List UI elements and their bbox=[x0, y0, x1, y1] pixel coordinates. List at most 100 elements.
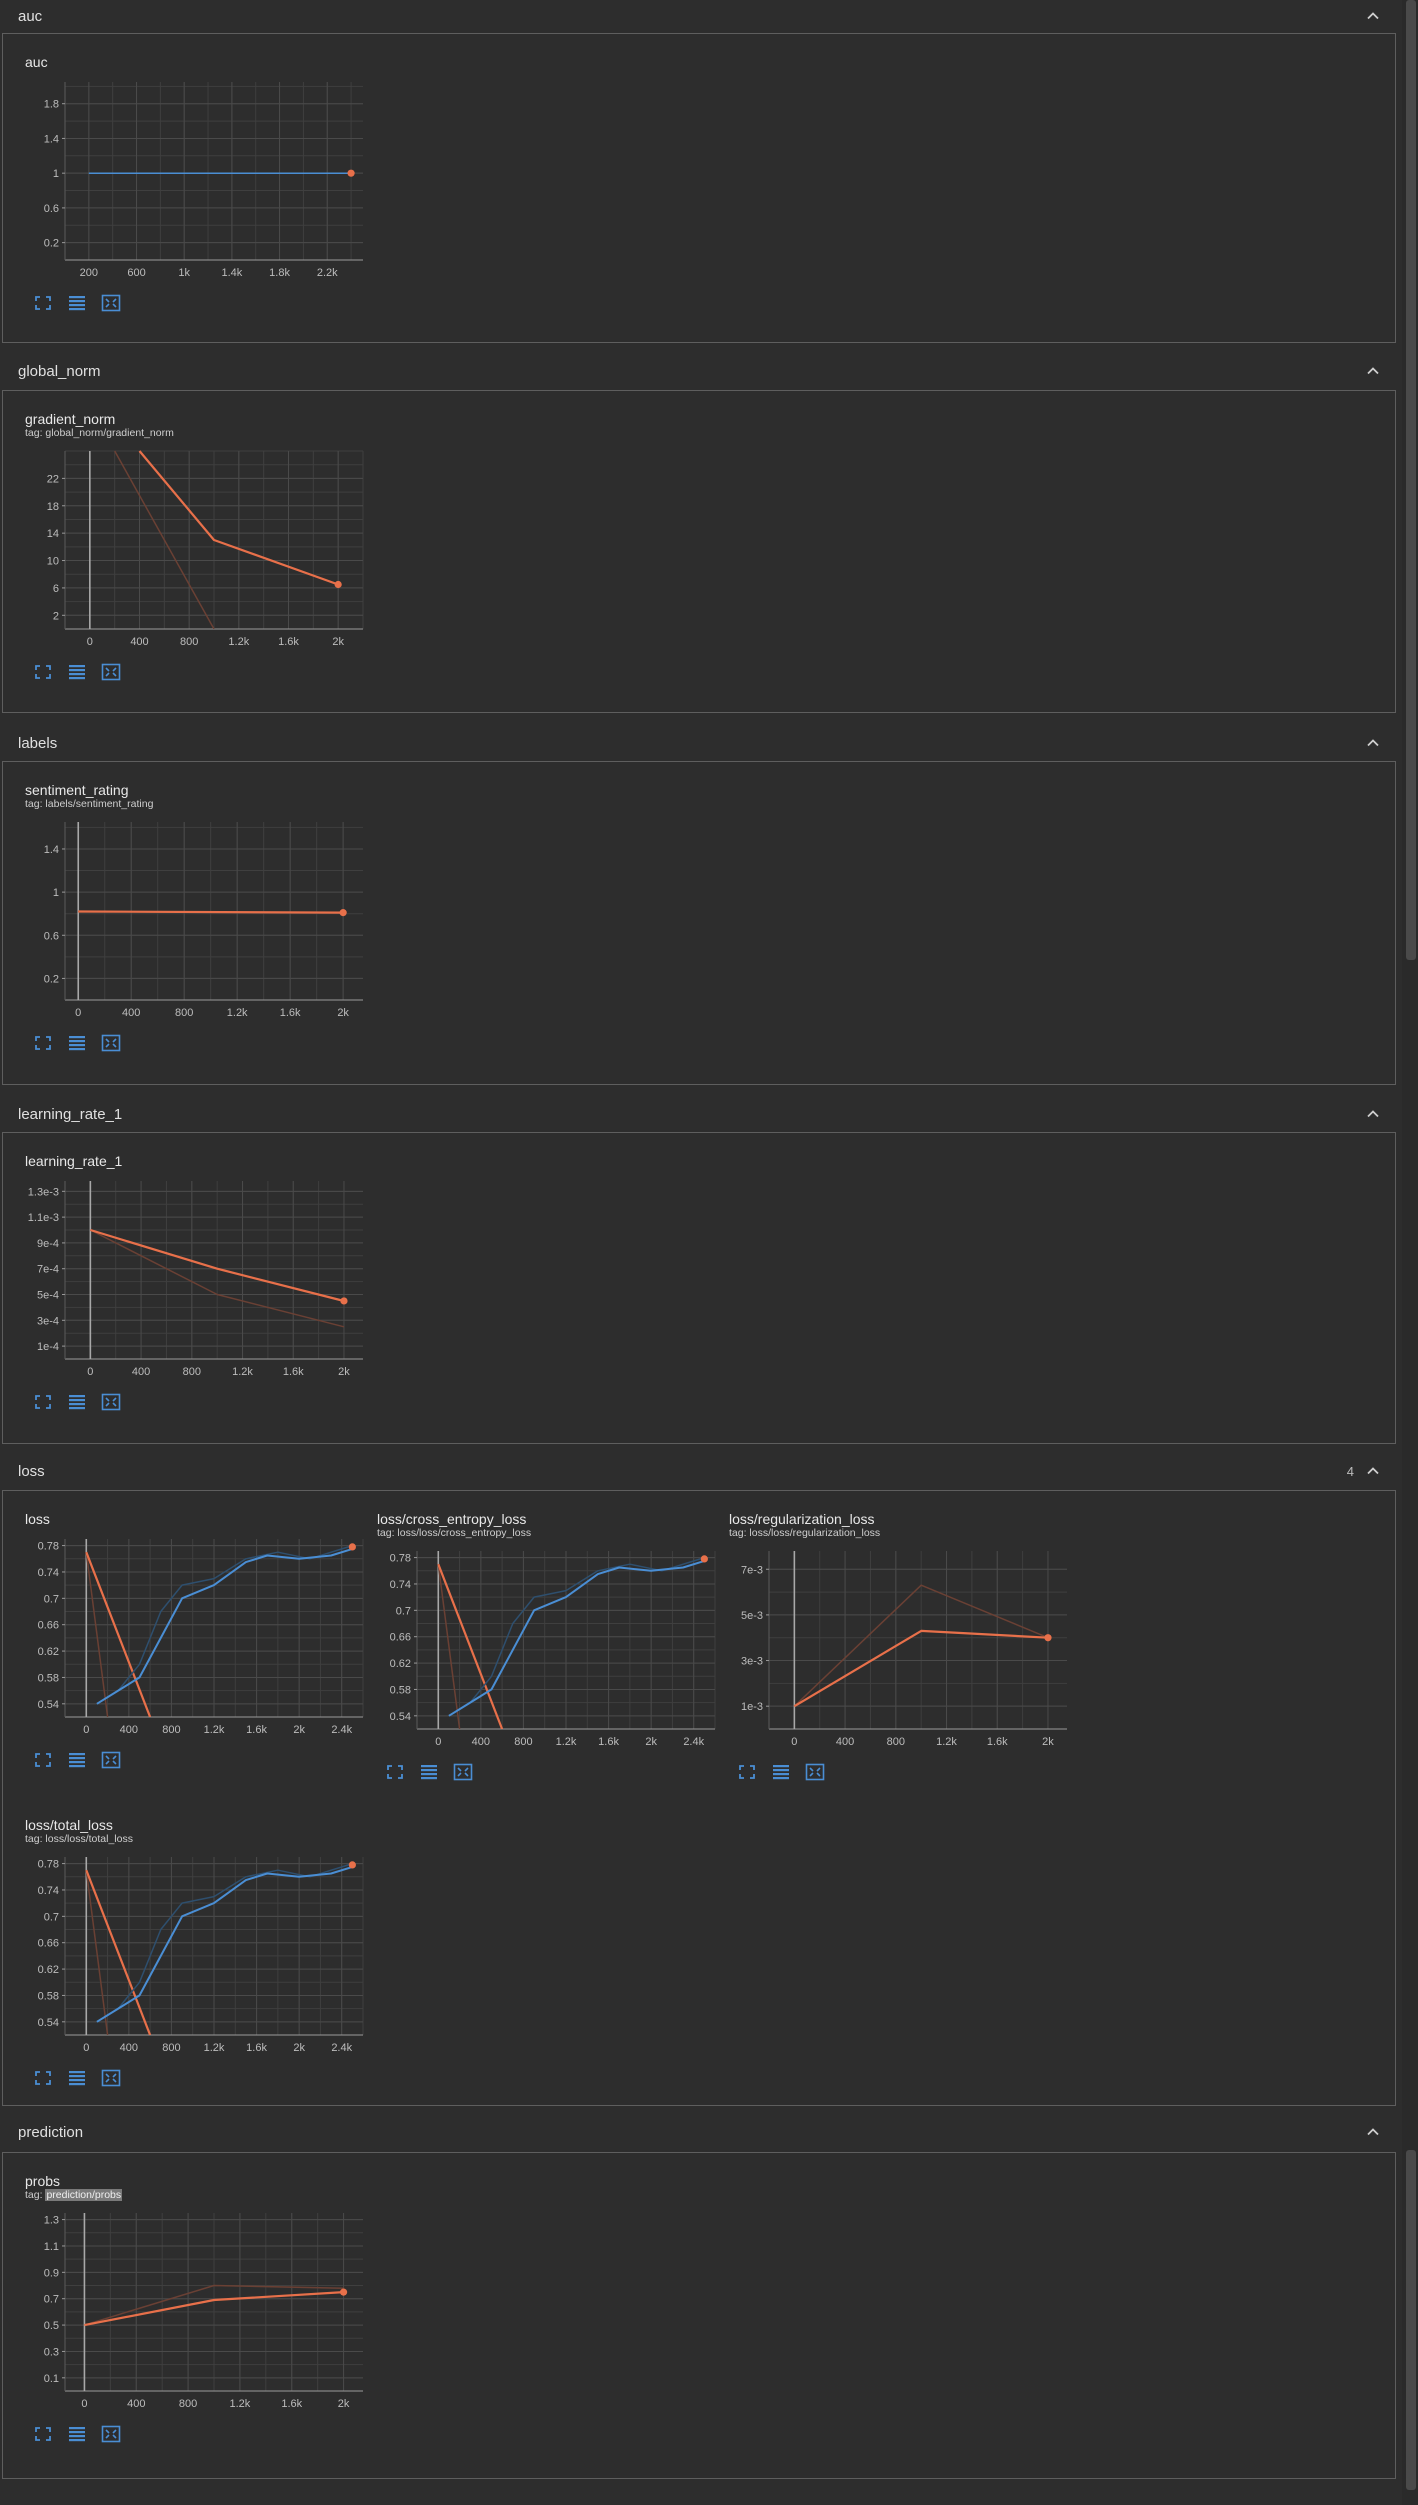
series-line bbox=[114, 450, 215, 629]
section-header-prediction[interactable]: prediction bbox=[0, 2116, 1398, 2148]
x-tick-label: 400 bbox=[130, 636, 148, 648]
list-icon[interactable] bbox=[419, 1763, 439, 1781]
series-end-point bbox=[348, 1861, 356, 1869]
x-tick-label: 1.6k bbox=[281, 2398, 302, 2410]
x-tick-label: 1.6k bbox=[283, 1366, 304, 1378]
series-group bbox=[84, 2284, 348, 2327]
x-tick-label: 400 bbox=[472, 1736, 490, 1748]
section-header-global_norm[interactable]: global_norm bbox=[0, 355, 1398, 387]
chevron-up-icon[interactable] bbox=[1366, 9, 1380, 23]
fit-domain-icon[interactable] bbox=[101, 2425, 121, 2443]
fullscreen-icon[interactable] bbox=[33, 2069, 53, 2087]
series-end-point bbox=[700, 1555, 708, 1563]
y-tick-label: 9e-4 bbox=[37, 1238, 59, 1250]
fullscreen-icon[interactable] bbox=[33, 1034, 53, 1052]
y-tick-label: 2 bbox=[53, 610, 59, 622]
x-tick-label: 800 bbox=[175, 1007, 193, 1019]
y-tick-label: 1.4 bbox=[44, 844, 59, 856]
fit-domain-icon[interactable] bbox=[101, 2069, 121, 2087]
series-line bbox=[84, 2284, 344, 2326]
fullscreen-icon[interactable] bbox=[33, 294, 53, 312]
y-tick-label: 0.54 bbox=[390, 1711, 411, 1723]
x-tick-label: 800 bbox=[180, 636, 198, 648]
list-icon[interactable] bbox=[67, 294, 87, 312]
chart-area[interactable]: 0 400 800 1.2k 1.6k 2k 2.4k 0.54 0.58 0.62 0.66 0.7… bbox=[377, 1545, 725, 1760]
y-tick-label: 1.3 bbox=[44, 2215, 59, 2227]
y-tick-label: 0.5 bbox=[44, 2320, 59, 2332]
y-tick-label: 1.8 bbox=[44, 99, 59, 111]
chart-area[interactable]: 0 400 800 1.2k 1.6k 2k 1e-3 3e-3 5e-3 7e-3 bbox=[729, 1545, 1077, 1760]
list-icon[interactable] bbox=[67, 1393, 87, 1411]
chevron-up-icon[interactable] bbox=[1366, 364, 1380, 378]
list-icon[interactable] bbox=[771, 1763, 791, 1781]
card-toolbar bbox=[33, 1393, 121, 1411]
x-tick-label: 400 bbox=[836, 1736, 854, 1748]
list-icon[interactable] bbox=[67, 2069, 87, 2087]
list-icon[interactable] bbox=[67, 663, 87, 681]
card-toolbar bbox=[33, 1751, 121, 1769]
series-line bbox=[85, 1552, 109, 1717]
scrollbar-thumb-lower[interactable] bbox=[1406, 2150, 1416, 2490]
section-panel-global_norm: gradient_norm tag: global_norm/gradient_n… bbox=[2, 390, 1396, 713]
series-line bbox=[90, 1228, 345, 1303]
fullscreen-icon[interactable] bbox=[33, 1393, 53, 1411]
fit-domain-icon[interactable] bbox=[453, 1763, 473, 1781]
fullscreen-icon[interactable] bbox=[33, 2425, 53, 2443]
chart-area[interactable]: 0 400 800 1.2k 1.6k 2k 0.2 0.6 1 1.4 bbox=[25, 816, 373, 1031]
fit-domain-icon[interactable] bbox=[101, 1751, 121, 1769]
series-group bbox=[88, 169, 355, 177]
chart-area[interactable]: 0 400 800 1.2k 1.6k 2k 2.4k 0.54 0.58 0.62 0.66 0.7… bbox=[25, 1533, 373, 1748]
y-tick-label: 5e-4 bbox=[37, 1290, 59, 1302]
y-tick-label: 0.9 bbox=[44, 2267, 59, 2279]
chart-area[interactable]: 0 400 800 1.2k 1.6k 2k 0.1 0.3 0.5 0.7 0.9 1.1 1.3 bbox=[25, 2207, 373, 2422]
section-header-auc[interactable]: auc bbox=[0, 0, 1398, 32]
fullscreen-icon[interactable] bbox=[33, 1751, 53, 1769]
series-line bbox=[793, 1584, 1049, 1707]
y-tick-label: 0.7 bbox=[44, 2294, 59, 2306]
y-tick-label: 18 bbox=[47, 501, 59, 513]
fit-domain-icon[interactable] bbox=[805, 1763, 825, 1781]
y-tick-label: 1e-3 bbox=[741, 1701, 763, 1713]
list-icon[interactable] bbox=[67, 1751, 87, 1769]
chart-title: loss/total_loss bbox=[25, 1817, 113, 1833]
fullscreen-icon[interactable] bbox=[33, 663, 53, 681]
section-title: loss bbox=[18, 1462, 45, 1480]
fullscreen-icon[interactable] bbox=[737, 1763, 757, 1781]
x-tick-label: 0 bbox=[87, 636, 93, 648]
fit-domain-icon[interactable] bbox=[101, 1393, 121, 1411]
list-icon[interactable] bbox=[67, 1034, 87, 1052]
x-tick-label: 1.2k bbox=[232, 1366, 253, 1378]
chevron-up-icon[interactable] bbox=[1366, 2125, 1380, 2139]
fullscreen-icon[interactable] bbox=[385, 1763, 405, 1781]
section-controls bbox=[1354, 736, 1380, 750]
y-tick-label: 1.1 bbox=[44, 2241, 59, 2253]
series-line bbox=[437, 1564, 461, 1729]
x-tick-label: 2.4k bbox=[683, 1736, 704, 1748]
scrollbar[interactable] bbox=[1402, 0, 1418, 2505]
list-icon[interactable] bbox=[67, 2425, 87, 2443]
chart-plot: 0 400 800 1.2k 1.6k 2k 1e-3 3e-3 5e-3 7e-3 bbox=[741, 1551, 1067, 1748]
fit-domain-icon[interactable] bbox=[101, 294, 121, 312]
chart-area[interactable]: 200 600 1k 1.4k 1.8k 2.2k 0.2 0.6 1 1.4 1.8 bbox=[25, 76, 373, 291]
section-header-learning_rate_1[interactable]: learning_rate_1 bbox=[0, 1098, 1398, 1130]
series-end-point bbox=[339, 2288, 348, 2296]
chevron-up-icon[interactable] bbox=[1366, 1464, 1380, 1478]
chart-area[interactable]: 0 400 800 1.2k 1.6k 2k 1e-4 3e-4 5e-4 7e-4 9e-4 1.1… bbox=[25, 1175, 373, 1390]
series-line bbox=[96, 1862, 353, 2023]
chart-title: loss bbox=[25, 1511, 50, 1527]
x-tick-label: 200 bbox=[80, 267, 98, 279]
series-group bbox=[114, 450, 342, 629]
scrollbar-thumb[interactable] bbox=[1406, 0, 1416, 960]
fit-domain-icon[interactable] bbox=[101, 663, 121, 681]
chevron-up-icon[interactable] bbox=[1366, 1107, 1380, 1121]
series-line bbox=[78, 910, 344, 914]
section-header-loss[interactable]: loss 4 bbox=[0, 1455, 1398, 1487]
section-header-labels[interactable]: labels bbox=[0, 727, 1398, 759]
fit-domain-icon[interactable] bbox=[101, 1034, 121, 1052]
y-tick-label: 0.62 bbox=[38, 1646, 59, 1658]
y-tick-label: 1.1e-3 bbox=[28, 1212, 59, 1224]
x-tick-label: 400 bbox=[120, 1724, 138, 1736]
chevron-up-icon[interactable] bbox=[1366, 736, 1380, 750]
chart-area[interactable]: 0 400 800 1.2k 1.6k 2k 2.4k 0.54 0.58 0.62 0.66 0.7… bbox=[25, 1851, 373, 2066]
chart-area[interactable]: 0 400 800 1.2k 1.6k 2k 2 6 10 14 18 22 bbox=[25, 445, 373, 660]
